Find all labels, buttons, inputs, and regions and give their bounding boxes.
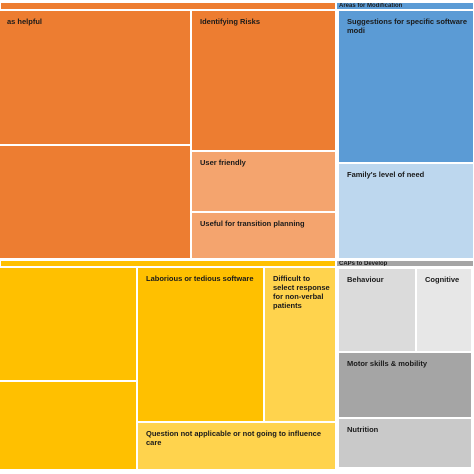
treemap-cell-label: Question not applicable or not going to … — [146, 429, 321, 447]
treemap-cell: Useful for transition planning — [191, 212, 336, 259]
treemap-cell: Question not applicable or not going to … — [137, 422, 336, 470]
treemap-cell: Laborious or tedious software — [137, 267, 264, 422]
treemap-cell: Nutrition — [338, 418, 472, 468]
treemap-cell-label: Nutrition — [347, 425, 379, 434]
treemap-cell: as helpful — [0, 10, 191, 145]
treemap-cell: Behaviour — [338, 268, 416, 352]
treemap-group-header: CAPs to Develop — [336, 260, 474, 267]
treemap-cell: User friendly — [191, 151, 336, 212]
treemap-cell: Motor skills & mobility — [338, 352, 472, 418]
treemap-cell: Suggestions for specific software modi — [338, 10, 474, 163]
treemap-cell — [0, 267, 137, 381]
treemap-cell: Cognitive — [416, 268, 472, 352]
treemap-group-header — [0, 2, 336, 10]
treemap-cell-label: Cognitive — [425, 275, 460, 284]
treemap-cell — [0, 145, 191, 259]
treemap-cell-label: as helpful — [7, 17, 43, 26]
treemap-cell-label: Useful for transition planning — [200, 219, 305, 228]
treemap-cell — [0, 381, 137, 470]
treemap-cell-label: Difficult to select response for non-ver… — [273, 274, 330, 310]
treemap-cell-label: Behaviour — [347, 275, 384, 284]
treemap-cell-label: Suggestions for specific software modi — [347, 17, 468, 35]
treemap-cell-label: Identifying Risks — [200, 17, 261, 26]
treemap-cell: Identifying Risks — [191, 10, 336, 151]
treemap-cell: Difficult to select response for non-ver… — [264, 267, 336, 422]
treemap-group-header: Areas for Modification — [336, 2, 474, 10]
treemap-cell-label: User friendly — [200, 158, 246, 167]
treemap-cell-label: Motor skills & mobility — [347, 359, 428, 368]
treemap-cell-label: Laborious or tedious software — [146, 274, 254, 283]
treemap-group-header — [0, 260, 336, 267]
treemap-cell-label: Family's level of need — [347, 170, 425, 179]
treemap-cell: Family's level of need — [338, 163, 474, 259]
